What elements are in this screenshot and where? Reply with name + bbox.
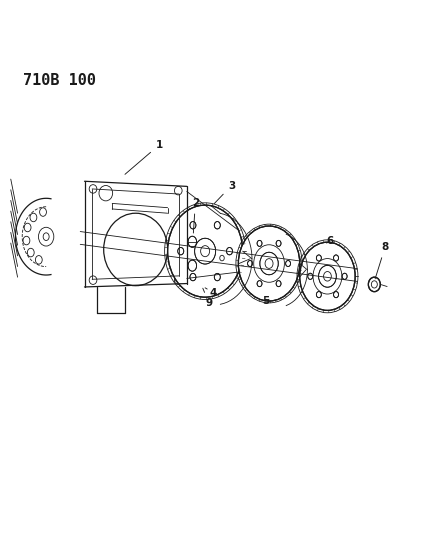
Ellipse shape xyxy=(308,273,313,279)
Ellipse shape xyxy=(227,247,233,255)
Ellipse shape xyxy=(248,261,253,266)
Ellipse shape xyxy=(178,247,184,255)
Ellipse shape xyxy=(188,236,196,247)
Ellipse shape xyxy=(316,255,321,261)
Text: 6: 6 xyxy=(326,236,334,246)
Text: 9: 9 xyxy=(203,288,212,308)
Ellipse shape xyxy=(276,240,281,246)
Text: 5: 5 xyxy=(262,296,269,305)
Ellipse shape xyxy=(319,265,336,287)
Text: 2: 2 xyxy=(192,198,199,233)
Ellipse shape xyxy=(188,260,196,271)
Text: 8: 8 xyxy=(375,243,389,279)
Ellipse shape xyxy=(342,273,347,279)
Ellipse shape xyxy=(239,226,300,301)
Text: 710B 100: 710B 100 xyxy=(23,72,96,87)
Ellipse shape xyxy=(300,242,355,310)
Ellipse shape xyxy=(195,238,216,264)
Text: 4: 4 xyxy=(205,288,218,298)
Ellipse shape xyxy=(333,292,338,297)
Ellipse shape xyxy=(190,273,196,281)
Ellipse shape xyxy=(333,255,338,261)
Ellipse shape xyxy=(316,292,321,297)
Ellipse shape xyxy=(168,205,243,297)
Text: 1: 1 xyxy=(125,140,163,174)
Ellipse shape xyxy=(276,281,281,287)
Ellipse shape xyxy=(286,261,290,266)
Ellipse shape xyxy=(214,273,221,281)
Ellipse shape xyxy=(214,222,221,229)
Ellipse shape xyxy=(190,222,196,229)
Ellipse shape xyxy=(257,240,262,246)
Ellipse shape xyxy=(369,277,380,292)
Ellipse shape xyxy=(260,252,278,275)
Ellipse shape xyxy=(257,281,262,287)
Text: 3: 3 xyxy=(214,181,235,204)
